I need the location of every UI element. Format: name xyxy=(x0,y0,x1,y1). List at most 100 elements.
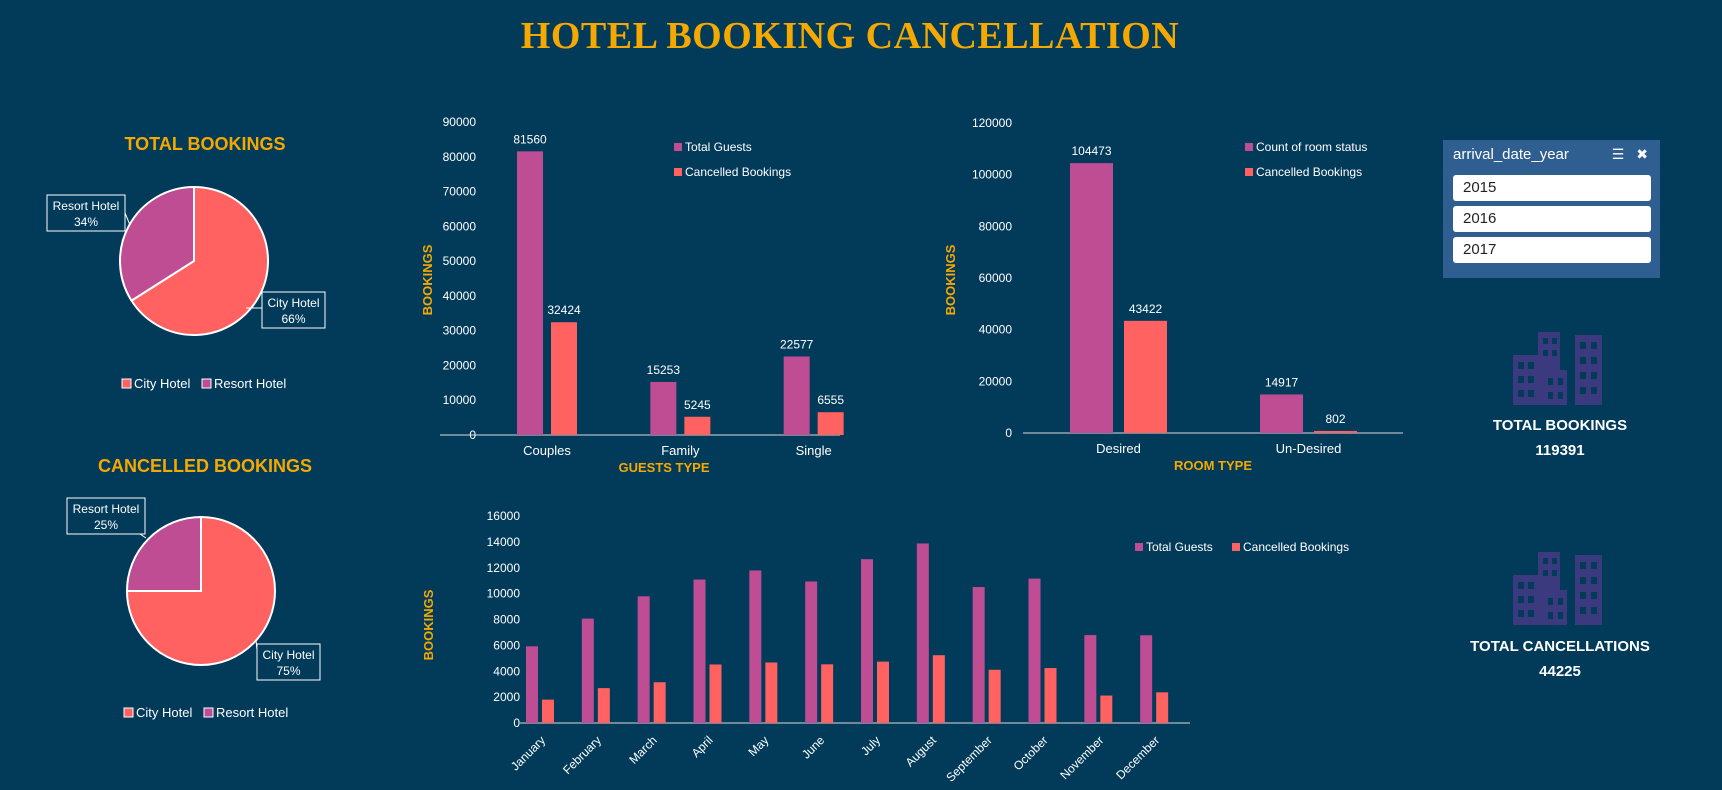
total-cancellations-kpi-label: TOTAL CANCELLATIONS xyxy=(1470,638,1650,655)
clear-filter-icon[interactable]: ✖ xyxy=(1636,146,1648,162)
data-label-name: Resort Hotel xyxy=(73,502,140,516)
legend-label: Cancelled Bookings xyxy=(1256,165,1362,179)
total-bookings-pie-title: TOTAL BOOKINGS xyxy=(124,134,286,154)
data-label-percent: 34% xyxy=(74,215,98,229)
data-label-percent: 75% xyxy=(276,664,300,678)
pie-slice-city-hotel xyxy=(130,185,269,336)
y-tick-label: 90000 xyxy=(443,115,477,129)
building-icon xyxy=(1513,332,1602,405)
bar-cancelled-bookings xyxy=(1156,692,1169,723)
monthly-bar-chart: 0 2000 4000 6000 8000 10000 12000 14000 16000 Jan… xyxy=(421,509,1349,785)
y-tick-label: 4000 xyxy=(493,664,520,678)
x-tick-label: Desired xyxy=(1096,441,1141,456)
y-tick-label: 60000 xyxy=(979,271,1013,285)
data-label-box xyxy=(66,497,146,535)
legend-swatch xyxy=(123,707,134,718)
bar-total-guests xyxy=(916,543,929,723)
leader-line xyxy=(124,212,131,226)
x-axis-title: ROOM TYPE xyxy=(1174,458,1252,473)
x-tick-label: June xyxy=(799,733,828,762)
y-tick-label: 20000 xyxy=(443,358,477,372)
data-label: 104473 xyxy=(1071,144,1111,158)
bar-cancelled-bookings xyxy=(765,662,778,723)
y-tick-label: 70000 xyxy=(443,185,477,199)
bar-cancelled-bookings xyxy=(551,322,577,435)
y-tick-label: 16000 xyxy=(487,509,521,523)
data-label: 15253 xyxy=(647,363,681,377)
y-tick-label: 60000 xyxy=(443,219,477,233)
legend-swatch xyxy=(1232,543,1240,551)
x-tick-label: Family xyxy=(661,443,700,458)
legend-label: Total Guests xyxy=(685,140,752,154)
bar-total-guests xyxy=(517,151,543,435)
bar-total-guests xyxy=(581,618,594,723)
legend-swatch xyxy=(674,143,682,151)
bar-cancelled-bookings xyxy=(932,655,945,723)
y-tick-label: 20000 xyxy=(979,374,1013,388)
y-tick-label: 0 xyxy=(513,716,520,730)
y-tick-label: 40000 xyxy=(443,289,477,303)
y-axis-title: BOOKINGS xyxy=(420,244,435,315)
legend-label: Cancelled Bookings xyxy=(685,165,791,179)
data-label: 6555 xyxy=(817,393,844,407)
x-tick-label: November xyxy=(1057,733,1106,782)
bar-cancelled-bookings xyxy=(877,661,889,723)
total-bookings-kpi-value: 119391 xyxy=(1535,442,1585,459)
legend-swatch xyxy=(1135,543,1143,551)
x-tick-label: December xyxy=(1113,733,1162,782)
bar-total-guests xyxy=(861,559,873,723)
data-label-name: Resort Hotel xyxy=(53,199,120,213)
building-icon xyxy=(1513,552,1602,625)
legend-label: Count of room status xyxy=(1256,140,1367,154)
bar-cancelled-bookings xyxy=(709,664,722,723)
legend-swatch xyxy=(121,378,132,389)
total-bookings-kpi-label: TOTAL BOOKINGS xyxy=(1492,417,1628,434)
x-tick-label: Couples xyxy=(523,443,571,458)
slicer-item-2017[interactable]: 2017 xyxy=(1453,237,1651,263)
data-label-percent: 25% xyxy=(94,518,118,532)
multiselect-icon[interactable]: ☰ xyxy=(1611,146,1625,162)
bar-total-guests xyxy=(749,570,762,723)
x-tick-label: September xyxy=(943,733,994,784)
slicer-item-2016[interactable]: 2016 xyxy=(1453,206,1651,232)
x-tick-label: May xyxy=(746,733,772,759)
pie-slice-city-hotel xyxy=(125,515,276,666)
legend-swatch xyxy=(201,378,212,389)
x-tick-label: October xyxy=(1011,733,1051,773)
x-tick-label: January xyxy=(508,733,548,773)
data-label: 32424 xyxy=(547,303,581,317)
total-cancellations-kpi: TOTAL CANCELLATIONS 44225 xyxy=(1450,638,1670,680)
bar-total-guests xyxy=(1028,578,1041,723)
legend-label: Resort Hotel xyxy=(216,705,288,720)
data-label: 22577 xyxy=(780,337,814,351)
bar-total-guests xyxy=(1140,635,1153,723)
legend-label: Resort Hotel xyxy=(214,376,286,391)
data-label: 43422 xyxy=(1129,302,1163,316)
x-tick-label: March xyxy=(626,733,659,766)
x-tick-label: February xyxy=(560,733,604,777)
year-slicer: arrival_date_year ☰ ✖ 2015 2016 2017 xyxy=(1443,140,1660,278)
y-tick-label: 120000 xyxy=(972,116,1012,130)
data-label: 5245 xyxy=(684,398,711,412)
y-tick-label: 8000 xyxy=(493,613,520,627)
y-tick-label: 80000 xyxy=(443,150,477,164)
y-axis-title: BOOKINGS xyxy=(943,244,958,315)
legend-swatch xyxy=(203,707,214,718)
data-label: 802 xyxy=(1325,412,1345,426)
data-label-name: City Hotel xyxy=(262,648,314,662)
pie-slice-resort-hotel xyxy=(125,515,202,592)
bar-count-of-room-status xyxy=(1070,163,1113,433)
y-tick-label: 10000 xyxy=(487,587,521,601)
y-tick-label: 40000 xyxy=(979,323,1013,337)
slicer-item-2015[interactable]: 2015 xyxy=(1453,175,1651,201)
bar-total-guests xyxy=(972,587,985,723)
legend-label: Total Guests xyxy=(1146,540,1213,554)
total-cancellations-kpi-value: 44225 xyxy=(1539,663,1581,680)
legend-label: City Hotel xyxy=(134,376,190,391)
y-tick-label: 6000 xyxy=(493,638,520,652)
total-bookings-kpi: TOTAL BOOKINGS 119391 xyxy=(1450,417,1670,459)
y-tick-label: 0 xyxy=(1005,426,1012,440)
data-label-percent: 66% xyxy=(281,312,305,326)
leader-line xyxy=(139,533,147,539)
dashboard-title: HOTEL BOOKING CANCELLATION xyxy=(520,15,1180,57)
